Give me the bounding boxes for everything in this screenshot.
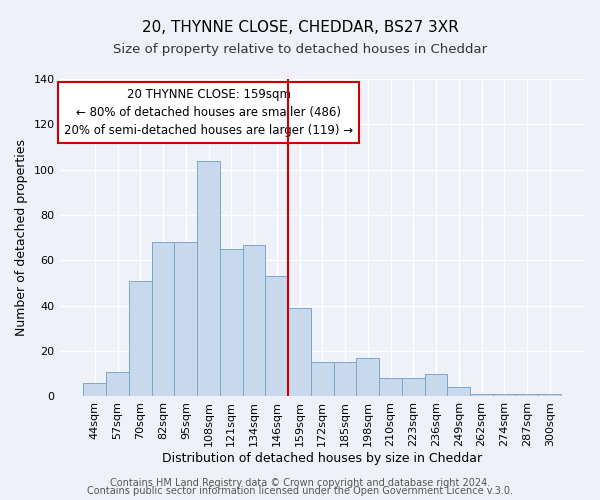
Bar bbox=[129, 281, 152, 396]
Text: 20 THYNNE CLOSE: 159sqm
← 80% of detached houses are smaller (486)
20% of semi-d: 20 THYNNE CLOSE: 159sqm ← 80% of detache… bbox=[64, 88, 353, 137]
Text: Contains HM Land Registry data © Crown copyright and database right 2024.: Contains HM Land Registry data © Crown c… bbox=[110, 478, 490, 488]
Bar bbox=[425, 374, 448, 396]
Bar bbox=[106, 372, 129, 396]
Y-axis label: Number of detached properties: Number of detached properties bbox=[15, 139, 28, 336]
Bar bbox=[152, 242, 175, 396]
Bar bbox=[311, 362, 334, 396]
Bar bbox=[538, 394, 561, 396]
Bar bbox=[175, 242, 197, 396]
Text: 20, THYNNE CLOSE, CHEDDAR, BS27 3XR: 20, THYNNE CLOSE, CHEDDAR, BS27 3XR bbox=[142, 20, 458, 35]
Bar bbox=[265, 276, 288, 396]
Bar bbox=[197, 160, 220, 396]
Bar bbox=[515, 394, 538, 396]
X-axis label: Distribution of detached houses by size in Cheddar: Distribution of detached houses by size … bbox=[162, 452, 482, 465]
Bar bbox=[83, 383, 106, 396]
Bar bbox=[402, 378, 425, 396]
Bar bbox=[356, 358, 379, 397]
Bar bbox=[220, 249, 242, 396]
Text: Size of property relative to detached houses in Cheddar: Size of property relative to detached ho… bbox=[113, 42, 487, 56]
Text: Contains public sector information licensed under the Open Government Licence v.: Contains public sector information licen… bbox=[87, 486, 513, 496]
Bar bbox=[493, 394, 515, 396]
Bar bbox=[379, 378, 402, 396]
Bar bbox=[470, 394, 493, 396]
Bar bbox=[334, 362, 356, 396]
Bar bbox=[242, 244, 265, 396]
Bar bbox=[288, 308, 311, 396]
Bar bbox=[448, 388, 470, 396]
